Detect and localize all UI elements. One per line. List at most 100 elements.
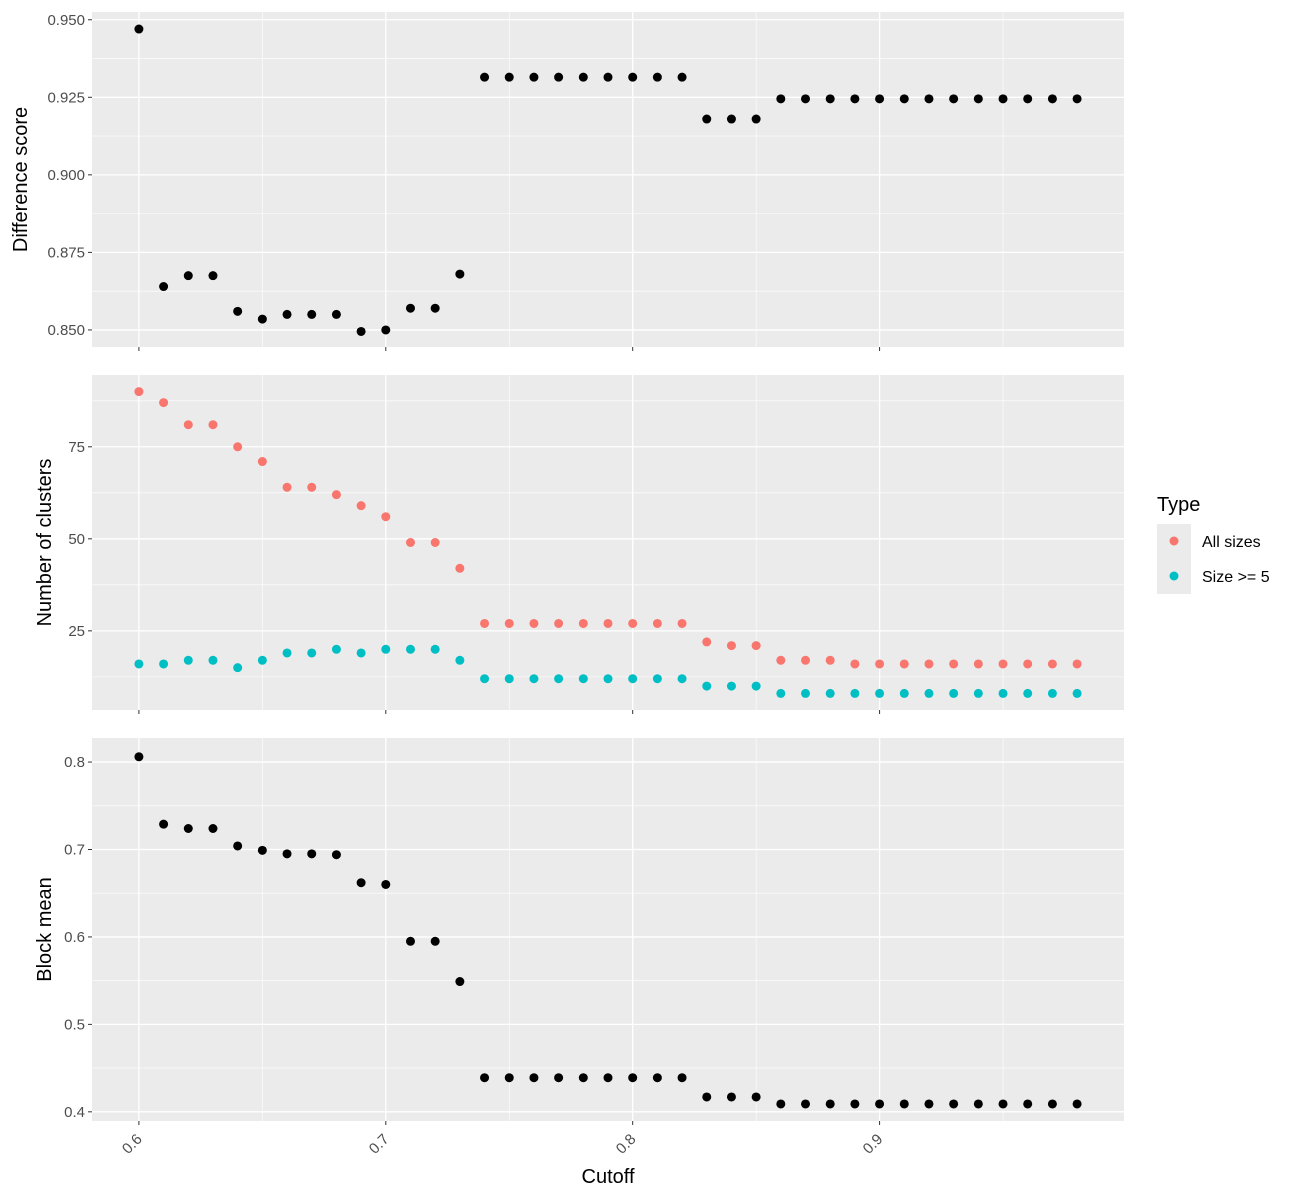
data-point <box>233 442 243 452</box>
data-point <box>134 387 144 397</box>
data-point <box>405 538 415 547</box>
data-point <box>183 824 193 834</box>
data-point <box>331 644 341 654</box>
data-point <box>356 501 366 511</box>
data-point <box>677 674 687 684</box>
data-point <box>850 1099 860 1109</box>
y-axis-title: Number of clusters <box>34 459 56 627</box>
data-point <box>504 674 514 684</box>
data-point <box>381 512 391 522</box>
data-point <box>973 1099 983 1109</box>
data-point <box>554 1073 564 1083</box>
data-point <box>331 850 341 860</box>
data-point <box>899 94 909 104</box>
panel-1: 0.850 0.875 0.900 0.925 0.950 Difference scor… <box>10 12 1124 351</box>
legend-marker-size-5 <box>1169 571 1179 581</box>
data-point <box>529 674 539 684</box>
y-tick-label: 0.950 <box>47 12 85 29</box>
data-point <box>307 849 317 859</box>
data-point <box>455 977 465 987</box>
data-point <box>159 659 169 669</box>
data-point <box>282 648 292 658</box>
data-point <box>924 1099 934 1109</box>
data-point <box>702 114 712 124</box>
data-point <box>726 1092 736 1102</box>
data-point <box>1047 1099 1057 1109</box>
data-point <box>430 644 440 654</box>
data-point <box>776 688 786 698</box>
data-point <box>1023 1099 1033 1109</box>
data-point <box>677 72 687 82</box>
data-point <box>480 618 490 628</box>
data-point <box>899 688 909 698</box>
data-point <box>233 663 243 673</box>
data-point <box>603 1073 613 1083</box>
data-point <box>825 94 835 104</box>
data-point <box>875 659 885 669</box>
data-point <box>257 655 267 665</box>
y-tick-label: 0.6 <box>64 929 85 946</box>
data-point <box>208 420 218 430</box>
data-point <box>603 618 613 628</box>
data-point <box>159 398 169 408</box>
y-tick-label: 25 <box>68 623 85 640</box>
data-point <box>480 674 490 684</box>
data-point <box>405 644 415 654</box>
data-point <box>233 306 243 316</box>
data-point <box>776 655 786 665</box>
data-point <box>924 688 934 698</box>
data-point <box>998 688 1008 698</box>
data-point <box>1047 94 1057 104</box>
data-point <box>134 659 144 669</box>
data-point <box>973 688 983 698</box>
y-axis-title: Difference score <box>10 107 32 252</box>
y-tick-label: 50 <box>68 531 85 548</box>
y-tick-label: 0.875 <box>47 244 85 261</box>
data-point <box>578 72 588 82</box>
data-point <box>331 309 341 319</box>
data-point <box>850 688 860 698</box>
data-point <box>430 936 440 946</box>
data-point <box>702 637 712 647</box>
data-point <box>850 659 860 669</box>
data-point <box>578 1073 588 1083</box>
data-point <box>801 688 811 698</box>
data-point <box>282 849 292 859</box>
data-point <box>554 674 564 684</box>
x-axis-title: Cutoff <box>582 1166 635 1188</box>
data-point <box>899 1099 909 1109</box>
data-point <box>973 94 983 104</box>
data-point <box>183 271 193 281</box>
legend-title: Type <box>1157 494 1200 516</box>
data-point <box>405 303 415 313</box>
data-point <box>529 72 539 82</box>
panel-background <box>92 375 1124 710</box>
data-point <box>307 482 317 492</box>
data-point <box>875 94 885 104</box>
data-point <box>159 282 169 292</box>
data-point <box>1023 659 1033 669</box>
data-point <box>480 1073 490 1083</box>
data-point <box>208 655 218 665</box>
data-point <box>554 72 564 82</box>
data-point <box>850 94 860 104</box>
data-point <box>949 94 959 104</box>
data-point <box>751 114 761 124</box>
data-point <box>677 1073 687 1083</box>
data-point <box>504 1073 514 1083</box>
data-point <box>1023 94 1033 104</box>
data-point <box>134 24 144 34</box>
data-point <box>1072 659 1082 669</box>
data-point <box>677 618 687 628</box>
y-axis-title: Block mean <box>34 877 56 982</box>
panel-background <box>92 738 1124 1121</box>
data-point <box>751 681 761 691</box>
data-point <box>825 1099 835 1109</box>
data-point <box>381 325 391 335</box>
data-point <box>652 618 662 628</box>
legend-marker-all-sizes <box>1169 536 1179 546</box>
data-point <box>1072 688 1082 698</box>
data-point <box>257 845 267 855</box>
data-point <box>973 659 983 669</box>
